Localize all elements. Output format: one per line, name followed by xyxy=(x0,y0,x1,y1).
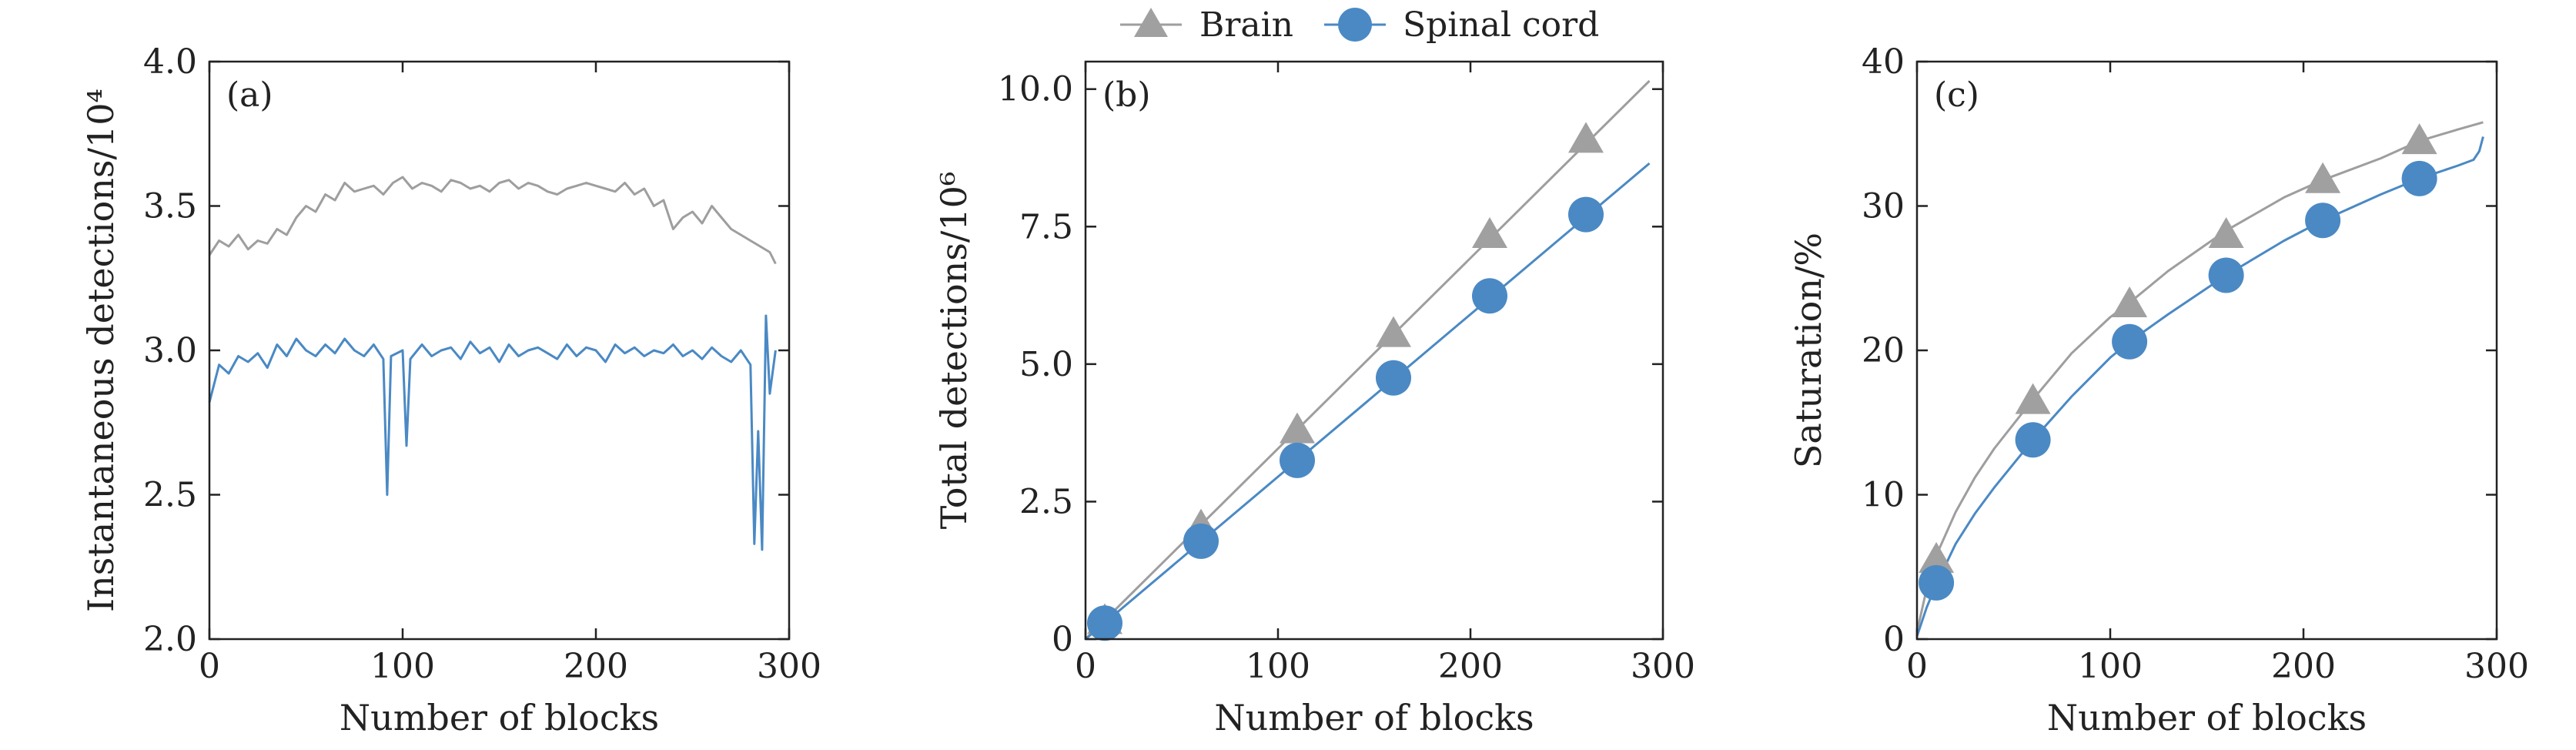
panel-c: 0 100 200 300 0 10 20 30 40 Number of blocks Satur… xyxy=(1788,42,2529,738)
data-point-spinal-cord xyxy=(2015,422,2051,458)
series-line-spinal-cord xyxy=(1085,162,1651,641)
x-axis-label: Number of blocks xyxy=(1214,697,1534,738)
panel-b: 0 100 200 300 0 2.5 5.0 7.5 10.0 Number of blocks… xyxy=(933,60,1695,738)
legend: Brain Spinal cord xyxy=(1120,5,1599,45)
data-point-brain xyxy=(2305,162,2341,193)
y-tick-label: 20 xyxy=(1862,331,1905,370)
y-tick-label: 3.0 xyxy=(143,331,197,370)
data-point-brain xyxy=(2112,286,2148,317)
panel-tag: (b) xyxy=(1102,75,1151,115)
data-point-brain xyxy=(2015,383,2051,414)
y-tick-label: 2.5 xyxy=(1019,482,1073,521)
x-tick-label: 300 xyxy=(1631,647,1695,686)
x-axis-label: Number of blocks xyxy=(340,697,659,738)
y-tick-label: 4.0 xyxy=(143,42,197,82)
data-point-brain xyxy=(2401,123,2437,155)
data-point-spinal-cord xyxy=(2112,323,2148,360)
x-tick-label: 100 xyxy=(370,647,435,686)
data-point-brain xyxy=(2208,217,2244,248)
x-tick-label: 100 xyxy=(1246,647,1310,686)
panel-a: 0 100 200 300 2.0 2.5 3.0 3.5 4.0 Number of block… xyxy=(80,42,821,738)
y-tick-label: 10.0 xyxy=(998,70,1073,109)
panel-tag: (c) xyxy=(1934,75,1979,115)
x-tick-label: 300 xyxy=(2464,647,2529,686)
data-point-spinal-cord xyxy=(1376,360,1411,396)
x-tick-label: 100 xyxy=(2078,647,2143,686)
y-tick-label: 7.5 xyxy=(1019,207,1073,246)
legend-spinal-label: Spinal cord xyxy=(1403,5,1599,45)
x-tick-label: 0 xyxy=(1906,647,1928,686)
data-point-spinal-cord xyxy=(2305,203,2341,239)
x-tick-label: 300 xyxy=(757,647,821,686)
series-line-spinal-cord xyxy=(1915,136,2484,637)
x-tick-label: 200 xyxy=(1438,647,1503,686)
x-tick-label: 0 xyxy=(199,647,220,686)
x-tick-label: 200 xyxy=(564,647,628,686)
legend-brain-label: Brain xyxy=(1199,5,1293,45)
data-point-brain xyxy=(1568,122,1604,153)
legend-spinal-marker xyxy=(1338,8,1372,42)
series-line-brain xyxy=(208,176,777,265)
y-axis-label: Saturation/% xyxy=(1788,233,1829,468)
y-tick-label: 40 xyxy=(1862,42,1905,82)
y-axis-label: Instantaneous detections/10⁴ xyxy=(80,89,122,612)
data-point-spinal-cord xyxy=(1919,564,1955,601)
data-point-spinal-cord xyxy=(1183,523,1219,559)
x-axis-label: Number of blocks xyxy=(2047,697,2367,738)
data-point-brain xyxy=(1376,316,1411,347)
y-tick-label: 2.5 xyxy=(143,476,197,515)
data-point-spinal-cord xyxy=(1568,196,1604,233)
data-point-brain xyxy=(1280,412,1315,444)
y-tick-label: 2.0 xyxy=(143,620,197,659)
plot-frame xyxy=(1084,60,1664,641)
data-point-brain xyxy=(1472,217,1507,248)
data-point-spinal-cord xyxy=(2401,160,2437,196)
data-point-spinal-cord xyxy=(1087,605,1122,641)
data-point-spinal-cord xyxy=(1280,442,1315,478)
y-tick-label: 0 xyxy=(1883,620,1905,659)
y-tick-label: 30 xyxy=(1862,187,1905,226)
data-point-spinal-cord xyxy=(2208,257,2244,293)
x-tick-label: 200 xyxy=(2271,647,2336,686)
data-point-brain xyxy=(1919,541,1955,573)
data-point-spinal-cord xyxy=(1472,278,1507,314)
y-tick-label: 5.0 xyxy=(1019,345,1073,384)
series-line-brain xyxy=(1084,79,1651,641)
panel-tag: (a) xyxy=(226,75,273,115)
legend-brain-marker xyxy=(1134,8,1168,37)
series-line-spinal-cord xyxy=(208,314,777,551)
y-tick-label: 0 xyxy=(1052,620,1073,659)
y-axis-label: Total detections/10⁶ xyxy=(933,172,975,530)
plot-frame xyxy=(208,60,791,641)
x-tick-label: 0 xyxy=(1075,647,1096,686)
series-line-brain xyxy=(1915,121,2484,632)
y-tick-label: 10 xyxy=(1862,476,1905,515)
y-tick-label: 3.5 xyxy=(143,187,197,226)
